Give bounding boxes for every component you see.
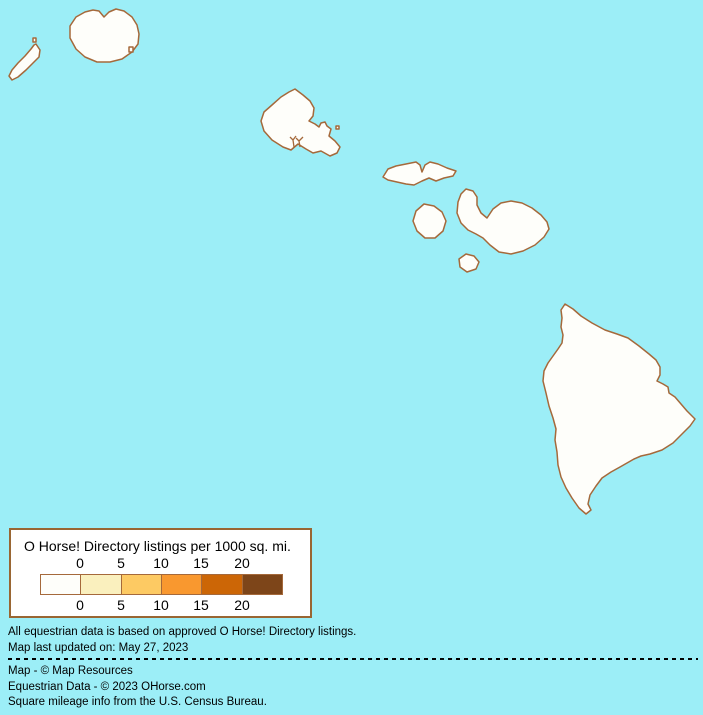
island-niihau: [8, 43, 41, 81]
legend-tick-label: 15: [193, 597, 209, 613]
credit-square-mileage: Square mileage info from the U.S. Census…: [8, 696, 267, 708]
islet-kauai-east: [128, 46, 134, 53]
note-data-source: All equestrian data is based on approved…: [8, 626, 357, 638]
legend-color-ramp: [40, 574, 283, 595]
legend-swatch: [40, 574, 82, 595]
legend-tick-label: 5: [117, 555, 125, 571]
island-hawaii: [542, 303, 696, 515]
legend-tick-label: 20: [234, 555, 250, 571]
islet-oahu-east: [335, 125, 340, 130]
legend-tick-label: 0: [76, 597, 84, 613]
legend-tick-label: 20: [234, 597, 250, 613]
legend-swatch: [120, 574, 162, 595]
legend-tick-label: 10: [153, 555, 169, 571]
legend-tick-label: 15: [193, 555, 209, 571]
legend-box: O Horse! Directory listings per 1000 sq.…: [9, 528, 312, 618]
island-lanai: [412, 203, 447, 239]
legend-title: O Horse! Directory listings per 1000 sq.…: [24, 538, 291, 554]
legend-swatch: [160, 574, 203, 595]
oahu-pearl-harbor-detail: [289, 135, 304, 148]
legend-tick-label: 0: [76, 555, 84, 571]
credit-equestrian-data: Equestrian Data - © 2023 OHorse.com: [8, 681, 206, 693]
note-last-updated: Map last updated on: May 27, 2023: [8, 642, 189, 654]
island-maui: [456, 188, 550, 255]
legend-swatch: [241, 574, 283, 595]
credit-map: Map - © Map Resources: [8, 665, 133, 677]
island-oahu: [260, 88, 341, 157]
legend-tick-label: 10: [153, 597, 169, 613]
dashed-divider: [8, 658, 698, 660]
island-kahoolawe: [458, 253, 480, 273]
legend-swatch: [80, 574, 122, 595]
legend-tick-label: 5: [117, 597, 125, 613]
legend-swatch: [201, 574, 243, 595]
island-molokai: [382, 161, 457, 186]
island-kauai: [69, 8, 140, 63]
islet-lehua: [32, 37, 37, 43]
